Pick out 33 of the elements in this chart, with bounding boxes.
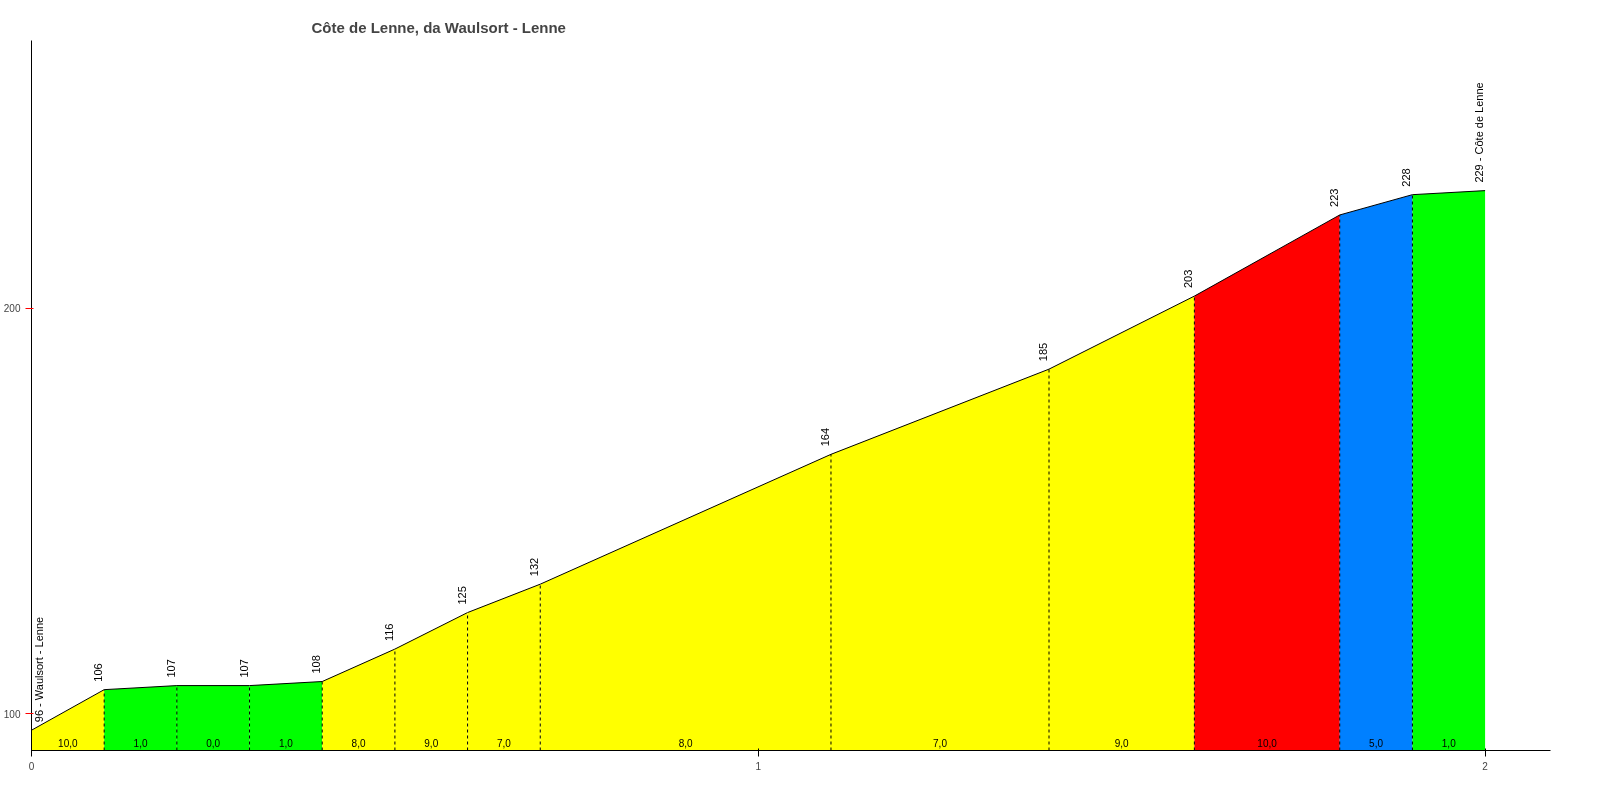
data-label: 108 xyxy=(310,655,323,674)
data-label: 185 xyxy=(1037,342,1050,362)
data-label: 132 xyxy=(528,557,541,577)
data-label: 96 - Waulsort - Lenne xyxy=(32,616,45,723)
annotation: 5,0 xyxy=(1369,737,1384,749)
data-label: 164 xyxy=(818,427,831,447)
x-tick-label: 0 xyxy=(28,760,35,772)
annotation: 8,0 xyxy=(678,737,693,749)
annotation: 9,0 xyxy=(424,737,439,749)
y-tick-label: 200 xyxy=(3,303,21,315)
annotation: 1,0 xyxy=(1441,737,1457,749)
annotation: 0,0 xyxy=(206,737,221,749)
data-label: 223 xyxy=(1327,188,1340,207)
annotation: 1,0 xyxy=(278,737,294,749)
data-label: 116 xyxy=(382,623,395,642)
annotation: 10,0 xyxy=(58,737,79,749)
data-label: 106 xyxy=(92,663,105,682)
data-label: 228 xyxy=(1400,168,1413,187)
data-label: 203 xyxy=(1182,269,1195,289)
data-label: 107 xyxy=(164,659,177,678)
annotation: 9,0 xyxy=(1114,737,1130,749)
data-label: 107 xyxy=(237,659,250,678)
annotation: 1,0 xyxy=(133,737,148,749)
annotation: 7,0 xyxy=(496,737,512,749)
annotation: 7,0 xyxy=(933,737,948,749)
data-label: 229 - Côte de Lenne xyxy=(1473,82,1486,183)
annotation: 8,0 xyxy=(351,737,366,749)
annotation: 10,0 xyxy=(1257,737,1278,749)
chart-title: Côte de Lenne, da Waulsort - Lenne xyxy=(311,18,566,36)
x-tick-label: 1 xyxy=(755,760,762,772)
x-tick-label: 2 xyxy=(1482,760,1489,772)
y-tick-label: 100 xyxy=(3,708,21,720)
data-label: 125 xyxy=(455,586,468,605)
